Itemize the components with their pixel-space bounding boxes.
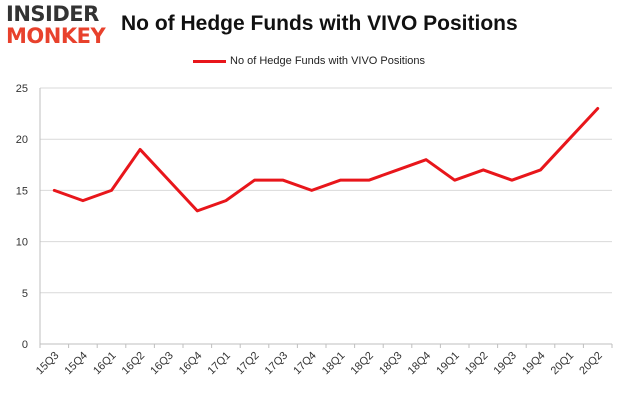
y-tick-label: 10: [16, 237, 28, 249]
x-tick-label: 19Q1: [434, 350, 462, 378]
x-tick-label: 15Q4: [62, 350, 90, 378]
legend-label: No of Hedge Funds with VIVO Positions: [230, 55, 426, 67]
logo-text-bottom: MONKEY: [6, 24, 106, 48]
x-tick-label: 19Q2: [463, 350, 491, 378]
x-tick-label: 15Q3: [34, 350, 62, 378]
chart-title: No of Hedge Funds with VIVO Positions: [121, 12, 518, 35]
logo-text-top: INSIDER: [6, 2, 99, 26]
x-tick-label: 19Q4: [520, 350, 548, 378]
x-tick-label: 18Q2: [348, 350, 376, 378]
y-tick-label: 25: [16, 83, 28, 95]
x-tick-label: 18Q1: [320, 350, 348, 378]
chart-legend: No of Hedge Funds with VIVO Positions: [193, 55, 425, 67]
x-tick-label: 18Q4: [406, 350, 434, 378]
y-tick-label: 5: [22, 288, 28, 300]
y-tick-label: 20: [16, 134, 28, 146]
series-line: [52, 106, 600, 213]
x-tick-label: 16Q2: [120, 350, 148, 378]
legend-swatch: [193, 59, 226, 63]
x-tick-label: 17Q1: [205, 350, 233, 378]
y-tick-label: 0: [22, 339, 28, 351]
x-tick-label: 20Q1: [549, 350, 577, 378]
x-tick-label: 18Q3: [377, 350, 405, 378]
x-tick-label: 17Q4: [291, 350, 319, 378]
y-tick-label: 15: [16, 185, 28, 197]
insider-monkey-logo: INSIDER MONKEY: [6, 4, 114, 47]
x-tick-label: 16Q3: [148, 350, 176, 378]
x-tick-label: 17Q2: [234, 350, 262, 378]
x-tick-label: 20Q2: [577, 350, 605, 378]
x-tick-label: 16Q1: [91, 350, 119, 378]
x-tick-label: 19Q3: [491, 350, 519, 378]
x-tick-label: 16Q4: [177, 350, 205, 378]
x-tick-label: 17Q3: [263, 350, 291, 378]
